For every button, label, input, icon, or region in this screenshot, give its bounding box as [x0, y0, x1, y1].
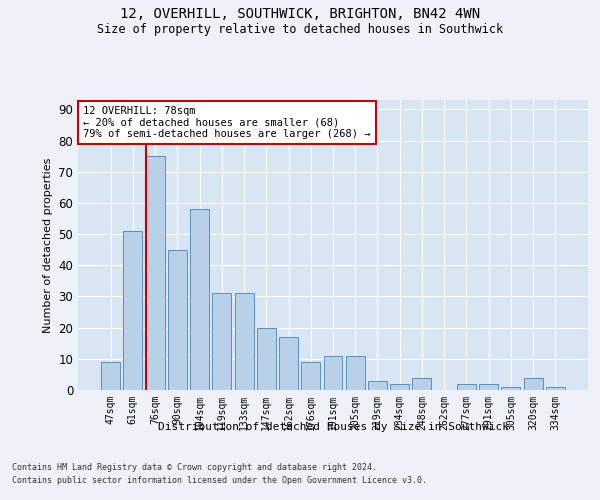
Bar	[323, 356, 343, 390]
Bar	[368, 380, 387, 390]
Y-axis label: Number of detached properties: Number of detached properties	[43, 158, 53, 332]
Bar	[479, 384, 498, 390]
Bar	[168, 250, 187, 390]
Text: Distribution of detached houses by size in Southwick: Distribution of detached houses by size …	[158, 422, 509, 432]
Bar	[257, 328, 276, 390]
Bar	[212, 294, 231, 390]
Text: 12 OVERHILL: 78sqm
← 20% of detached houses are smaller (68)
79% of semi-detache: 12 OVERHILL: 78sqm ← 20% of detached hou…	[83, 106, 371, 139]
Bar	[101, 362, 120, 390]
Text: Contains public sector information licensed under the Open Government Licence v3: Contains public sector information licen…	[12, 476, 427, 485]
Text: Contains HM Land Registry data © Crown copyright and database right 2024.: Contains HM Land Registry data © Crown c…	[12, 464, 377, 472]
Bar	[546, 387, 565, 390]
Bar	[390, 384, 409, 390]
Bar	[346, 356, 365, 390]
Bar	[524, 378, 542, 390]
Bar	[301, 362, 320, 390]
Text: 12, OVERHILL, SOUTHWICK, BRIGHTON, BN42 4WN: 12, OVERHILL, SOUTHWICK, BRIGHTON, BN42 …	[120, 8, 480, 22]
Bar	[412, 378, 431, 390]
Bar	[502, 387, 520, 390]
Bar	[124, 231, 142, 390]
Bar	[190, 209, 209, 390]
Bar	[279, 337, 298, 390]
Bar	[457, 384, 476, 390]
Bar	[146, 156, 164, 390]
Text: Size of property relative to detached houses in Southwick: Size of property relative to detached ho…	[97, 22, 503, 36]
Bar	[235, 294, 254, 390]
